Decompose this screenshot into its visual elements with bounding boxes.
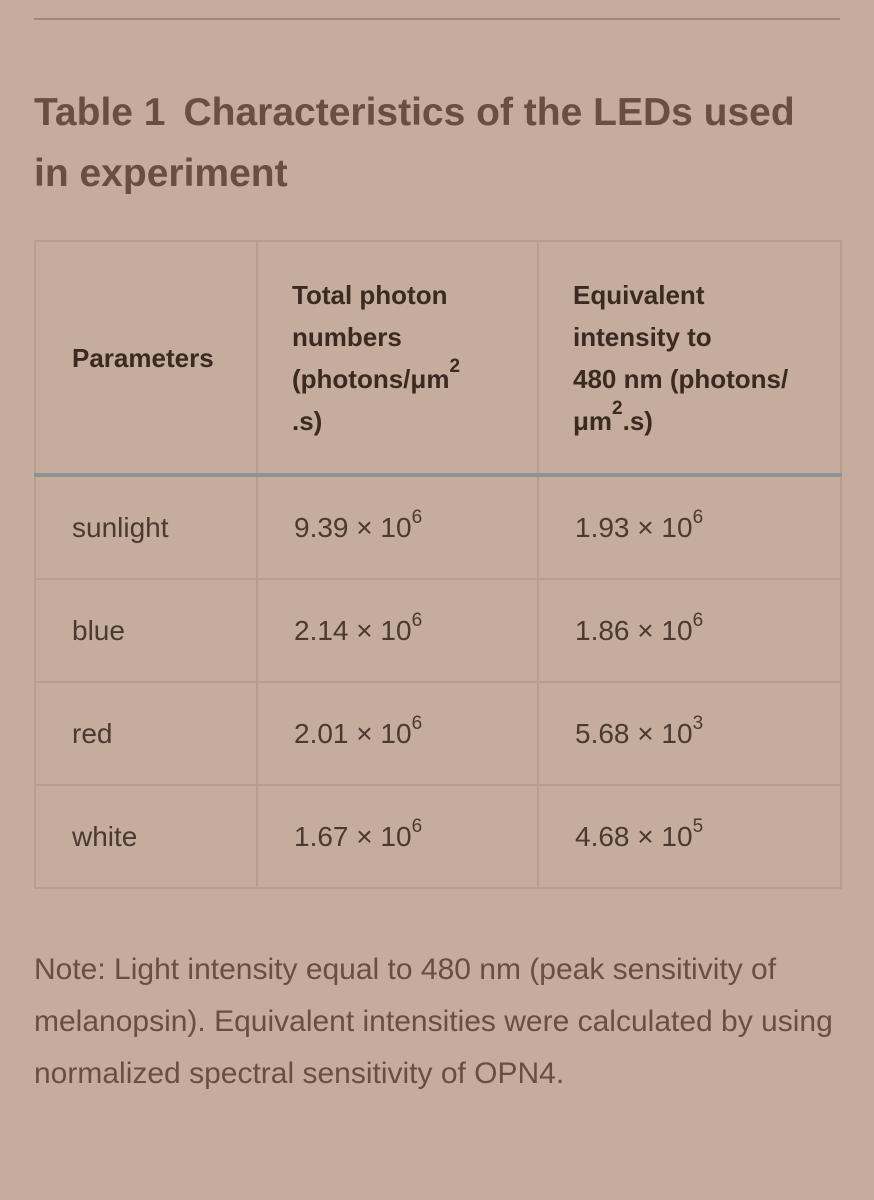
value-exponent: 6 <box>692 506 704 528</box>
top-divider <box>34 18 840 20</box>
table-row: white 1.67 × 106 4.68 × 105 <box>34 784 842 889</box>
cell-total-photons: 9.39 × 106 <box>256 474 539 580</box>
header-line: (photons/μm <box>292 363 450 394</box>
value-exponent: 3 <box>692 712 704 734</box>
table-footnote: Note: Light intensity equal to 480 nm (p… <box>34 953 833 1090</box>
header-superscript: 2 <box>449 355 461 377</box>
led-characteristics-table: Parameters Total photon numbers (photons… <box>34 240 842 889</box>
header-line: Total photon <box>292 279 448 310</box>
cell-total-photons: 2.14 × 106 <box>256 578 539 683</box>
value-base: 2.14 × 10 <box>294 614 412 646</box>
cell-total-photons: 2.01 × 106 <box>256 681 539 786</box>
cell-parameter: blue <box>34 578 258 683</box>
table-row: red 2.01 × 106 5.68 × 103 <box>34 681 842 786</box>
table-title: Table 1 Characteristics of the LEDs used … <box>34 82 840 204</box>
value-base: 1.93 × 10 <box>575 511 693 543</box>
header-text: Parameters <box>72 342 214 373</box>
header-line: 480 nm (photons/ <box>573 363 789 394</box>
value-base: 2.01 × 10 <box>294 717 412 749</box>
cell-equivalent-intensity: 1.93 × 106 <box>537 474 842 580</box>
header-line: μm <box>573 405 613 436</box>
cell-total-photons: 1.67 × 106 <box>256 784 539 889</box>
value-exponent: 5 <box>692 815 704 837</box>
cell-equivalent-intensity: 4.68 × 105 <box>537 784 842 889</box>
table-caption: Characteristics of the LEDs used in expe… <box>34 91 795 195</box>
value-exponent: 6 <box>692 609 704 631</box>
header-equivalent-intensity: Equivalent intensity to 480 nm (photons/… <box>537 240 842 477</box>
value-exponent: 6 <box>411 609 423 631</box>
header-line: numbers <box>292 321 402 352</box>
header-superscript: 2 <box>612 397 623 419</box>
header-total-photon-numbers: Total photon numbers (photons/μm2 .s) <box>256 240 539 477</box>
header-parameters: Parameters <box>34 240 258 477</box>
value-exponent: 6 <box>411 712 423 734</box>
value-base: 9.39 × 10 <box>294 511 412 543</box>
table-row: sunlight 9.39 × 106 1.93 × 106 <box>34 474 842 580</box>
header-line: .s) <box>622 405 653 436</box>
cell-parameter: sunlight <box>34 474 258 580</box>
table-header-row: Parameters Total photon numbers (photons… <box>34 240 842 477</box>
table-label: Table 1 <box>34 91 166 134</box>
table-container: Parameters Total photon numbers (photons… <box>34 240 842 889</box>
header-line: Equivalent <box>573 279 705 310</box>
cell-parameter: white <box>34 784 258 889</box>
cell-parameter: red <box>34 681 258 786</box>
value-exponent: 6 <box>411 506 423 528</box>
header-line: intensity to <box>573 321 712 352</box>
value-exponent: 6 <box>411 815 423 837</box>
value-base: 1.67 × 10 <box>294 820 412 852</box>
value-base: 1.86 × 10 <box>575 614 693 646</box>
cell-equivalent-intensity: 5.68 × 103 <box>537 681 842 786</box>
cell-equivalent-intensity: 1.86 × 106 <box>537 578 842 683</box>
value-base: 4.68 × 10 <box>575 820 693 852</box>
value-base: 5.68 × 10 <box>575 717 693 749</box>
table-row: blue 2.14 × 106 1.86 × 106 <box>34 578 842 683</box>
header-line: .s) <box>292 405 323 436</box>
